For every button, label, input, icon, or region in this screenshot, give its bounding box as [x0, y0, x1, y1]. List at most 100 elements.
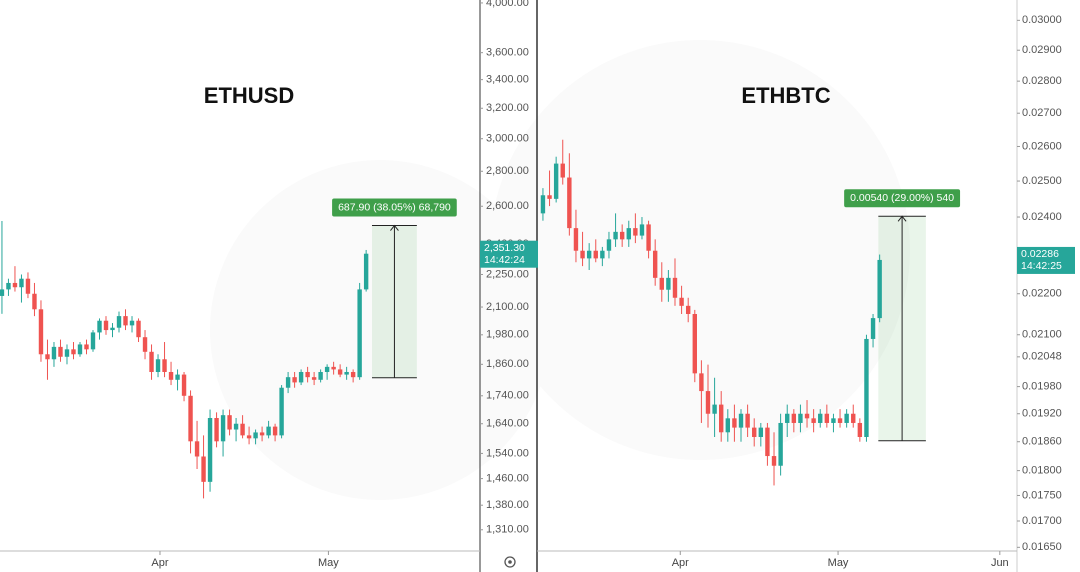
- candle-body: [771, 456, 777, 466]
- candle-body: [149, 351, 154, 372]
- candle-body: [633, 228, 638, 236]
- y-tick-label: 0.02100: [1022, 329, 1062, 341]
- candle-body: [646, 224, 651, 251]
- watermark: [210, 160, 550, 500]
- measure-label-bg: [844, 189, 961, 208]
- arrow-head: [390, 224, 399, 231]
- candle-body: [719, 404, 724, 433]
- last-price-tag: [1017, 246, 1075, 274]
- candle-body: [659, 277, 664, 290]
- candle-body: [818, 413, 823, 423]
- candle-body: [175, 374, 180, 380]
- candle-body: [162, 359, 167, 372]
- candle-body: [712, 404, 717, 414]
- candle-body: [181, 374, 187, 396]
- candle-body: [337, 369, 343, 375]
- candle-body: [6, 282, 11, 290]
- x-tick-label: Apr: [151, 557, 168, 569]
- candle-body: [357, 289, 362, 378]
- candle-body: [593, 250, 598, 259]
- candle-body: [220, 415, 226, 442]
- candle-body: [12, 282, 18, 288]
- last-price-time: 14:42:24: [484, 254, 525, 266]
- candle-body: [136, 320, 141, 338]
- candle-body: [266, 426, 271, 436]
- x-tick-label: May: [828, 557, 849, 569]
- candle-body: [851, 413, 856, 423]
- candle-body: [540, 195, 546, 214]
- candle-body: [560, 163, 565, 178]
- settings-icon[interactable]: [504, 556, 516, 568]
- last-price-time: 14:42:25: [1021, 260, 1062, 272]
- candle-body: [240, 423, 245, 436]
- candle-body: [606, 239, 612, 251]
- y-tick-label: 1,860.00: [486, 358, 529, 370]
- y-tick-label: 0.03000: [1022, 14, 1062, 26]
- y-tick-label: 0.01920: [1022, 408, 1062, 420]
- candle-body: [652, 250, 658, 278]
- candle-body: [692, 313, 697, 374]
- x-tick-label: May: [318, 557, 339, 569]
- y-tick-label: 0.02200: [1022, 288, 1062, 300]
- candle-body: [116, 316, 122, 328]
- candle-body: [25, 278, 31, 294]
- chart-title: ETHBTC: [741, 83, 830, 108]
- candle-body: [77, 344, 83, 355]
- candle-body: [778, 422, 783, 466]
- candle-body: [38, 309, 44, 355]
- candle-body: [188, 395, 193, 442]
- candle-body: [227, 415, 232, 430]
- candle-body: [745, 413, 750, 428]
- candle-body: [857, 422, 863, 437]
- candle-body: [292, 377, 297, 383]
- y-tick-label: 1,540.00: [486, 447, 529, 459]
- candle-body: [344, 371, 349, 375]
- candle-body: [752, 427, 757, 437]
- candle-body: [765, 427, 770, 457]
- candle-body: [738, 413, 744, 428]
- candle-body: [553, 163, 559, 199]
- y-tick-label: 0.02500: [1022, 175, 1062, 187]
- candle-body: [804, 413, 810, 419]
- settings-icon-dot: [508, 560, 512, 564]
- candle-body: [71, 349, 76, 355]
- candle-body: [64, 349, 70, 357]
- candle-body: [311, 377, 317, 380]
- candle-body: [870, 318, 876, 339]
- candle-body: [298, 371, 304, 383]
- y-tick-label: 1,740.00: [486, 390, 529, 402]
- candle-body: [279, 387, 284, 436]
- measure-label-bg: [332, 198, 457, 217]
- candle-body: [32, 293, 37, 310]
- candle-body: [785, 413, 790, 423]
- candle-body: [201, 456, 206, 482]
- y-tick-label: 1,460.00: [486, 473, 529, 485]
- candle-body: [84, 344, 89, 350]
- x-tick-label: Apr: [672, 557, 689, 569]
- y-tick-label: 0.02600: [1022, 140, 1062, 152]
- candle-body: [324, 366, 330, 372]
- candle-body: [129, 320, 135, 326]
- y-tick-label: 3,400.00: [486, 74, 529, 86]
- candle-body: [600, 250, 605, 259]
- candle-body: [705, 391, 711, 414]
- candle-body: [253, 432, 258, 439]
- candle-body: [142, 337, 148, 352]
- candle-body: [811, 418, 816, 423]
- last-price: 2,351.30: [484, 242, 525, 254]
- candle-body: [19, 278, 24, 288]
- candle-body: [110, 327, 115, 331]
- y-tick-label: 0.01650: [1022, 541, 1062, 553]
- watermark: [490, 40, 910, 460]
- y-tick-label: 1,380.00: [486, 499, 529, 511]
- candle-body: [318, 371, 323, 380]
- candle-body: [259, 432, 265, 436]
- y-tick-label: 2,100.00: [486, 301, 529, 313]
- candle-body: [285, 377, 291, 388]
- candle-body: [0, 289, 5, 296]
- candle-body: [305, 371, 310, 378]
- y-tick-label: 0.02900: [1022, 44, 1062, 56]
- y-tick-label: 0.02700: [1022, 107, 1062, 119]
- candle-body: [844, 413, 849, 423]
- candle-body: [331, 366, 336, 370]
